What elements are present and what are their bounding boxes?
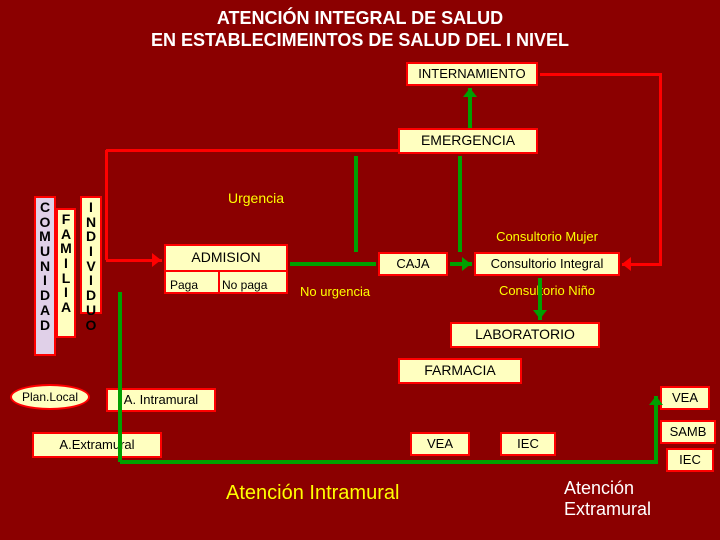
col-familia: FAMILIA <box>56 208 76 338</box>
ellipse-planlocal: Plan.Local <box>10 384 90 410</box>
box-farmacia: FARMACIA <box>398 358 522 384</box>
box-cons-mujer: Consultorio Mujer <box>474 226 620 248</box>
line-1 <box>659 74 662 266</box>
box-caja: CAJA <box>378 252 448 276</box>
line-9 <box>354 156 358 252</box>
line-7 <box>105 150 108 260</box>
box-vea-1: VEA <box>660 386 710 410</box>
box-samb: SAMB <box>660 420 716 444</box>
box-a-intramural: A. Intramural <box>106 388 216 412</box>
label-aten-extramural: AtenciónExtramural <box>564 478 651 519</box>
label-paga: Paga <box>170 278 198 292</box>
line-14 <box>654 396 658 462</box>
title-line-1: ATENCIÓN INTEGRAL DE SALUD <box>110 8 610 29</box>
box-a-extramural: A.Extramural <box>32 432 162 458</box>
line-4 <box>458 156 462 252</box>
label-nopaga: No paga <box>222 278 267 292</box>
admision-vdiv <box>218 270 220 294</box>
box-iec-2: IEC <box>666 448 714 472</box>
line-0 <box>540 73 662 76</box>
box-emergencia: EMERGENCIA <box>398 128 538 154</box>
title-line-2: EN ESTABLECIMEINTOS DE SALUD DEL I NIVEL <box>80 30 640 51</box>
box-vea-2: VEA <box>410 432 470 456</box>
label-aten-intramural: Atención Intramural <box>226 482 399 505</box>
col-comunidad: COMUNIDAD <box>34 196 56 356</box>
line-13 <box>120 460 658 464</box>
box-internamiento: INTERNAMIENTO <box>406 62 538 86</box>
box-laboratorio: LABORATORIO <box>450 322 600 348</box>
label-nourgencia: No urgencia <box>300 284 370 299</box>
box-iec-1: IEC <box>500 432 556 456</box>
line-12 <box>118 292 122 462</box>
col-individuo: INDIVIDUO <box>80 196 102 314</box>
line-10 <box>290 262 376 266</box>
diagram-canvas: ATENCIÓN INTEGRAL DE SALUDEN ESTABLECIME… <box>0 0 720 540</box>
box-cons-integral: Consultorio Integral <box>474 252 620 276</box>
box-cons-nino: Consultorio Niño <box>474 280 620 302</box>
admision-hdiv <box>164 270 288 272</box>
label-urgencia: Urgencia <box>228 190 284 206</box>
line-6 <box>106 149 398 152</box>
